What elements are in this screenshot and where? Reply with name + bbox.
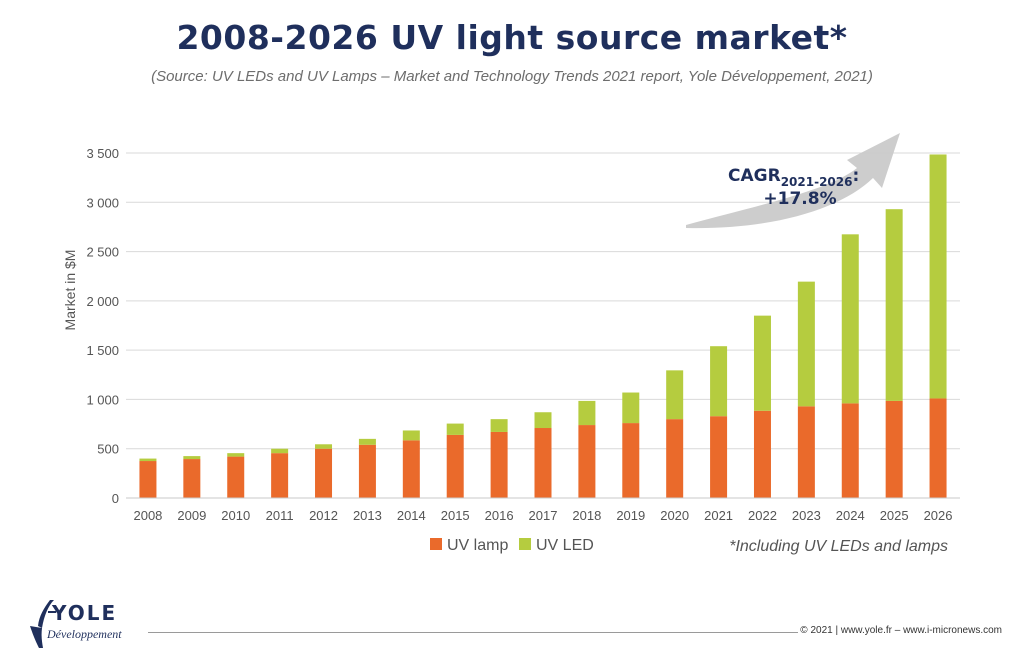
x-tick-label: 2016	[485, 508, 514, 523]
logo-subtitle: Développement	[47, 627, 122, 641]
bar-uv-led	[139, 458, 157, 462]
bar-uv-lamp	[271, 453, 289, 498]
x-tick-label: 2020	[660, 508, 689, 523]
footnote: *Including UV LEDs and lamps	[729, 538, 948, 555]
x-tick-label: 2018	[572, 508, 601, 523]
bar-uv-lamp	[402, 440, 420, 498]
chart-subtitle: (Source: UV LEDs and UV Lamps – Market a…	[151, 68, 873, 85]
bar-uv-lamp	[446, 434, 464, 498]
legend-swatch-uv-led	[519, 538, 531, 550]
x-tick-label: 2021	[704, 508, 733, 523]
bar-uv-lamp	[358, 444, 376, 498]
copyright-text: © 2021 | www.yole.fr – www.i-micronews.c…	[800, 625, 1002, 636]
bar-uv-lamp	[227, 456, 245, 498]
bar-uv-led	[315, 444, 333, 449]
bar-uv-lamp	[797, 406, 815, 498]
logo-wordmark: YOLE	[52, 601, 118, 625]
x-tick-label: 2010	[221, 508, 250, 523]
bar-uv-lamp	[315, 448, 333, 498]
x-tick-label: 2023	[792, 508, 821, 523]
bar-uv-lamp	[139, 461, 157, 498]
bar-uv-led	[402, 430, 420, 441]
bar-uv-lamp	[534, 428, 552, 498]
y-tick-label: 2 000	[86, 294, 119, 309]
legend: UV lamp UV LED	[430, 537, 594, 554]
bar-uv-lamp	[666, 419, 684, 498]
bar-uv-led	[929, 154, 947, 399]
x-tick-label: 2017	[529, 508, 558, 523]
x-tick-label: 2012	[309, 508, 338, 523]
bar-uv-led	[885, 209, 903, 401]
x-tick-label: 2011	[266, 508, 294, 523]
bar-uv-lamp	[578, 425, 596, 498]
y-axis-ticks: 0 500 1 000 1 500 2 000 2 500 3 000 3 500	[86, 146, 119, 506]
legend-swatch-uv-lamp	[430, 538, 442, 550]
bar-uv-lamp	[490, 431, 508, 498]
bar-uv-led	[358, 438, 376, 445]
footer-divider	[148, 632, 798, 633]
x-tick-label: 2025	[880, 508, 909, 523]
x-axis-ticks: 2008 2009 2010 2011 2012 2013 2014 2015 2016 2017…	[133, 508, 952, 523]
bar-uv-led	[490, 419, 508, 432]
bar-uv-led	[622, 392, 640, 424]
growth-arrow-icon	[686, 133, 900, 229]
bar-uv-led	[271, 448, 289, 454]
y-tick-label: 3 500	[86, 146, 119, 161]
y-tick-label: 0	[112, 491, 119, 506]
bar-uv-lamp	[622, 423, 640, 498]
bars	[139, 154, 947, 498]
bar-uv-led	[753, 315, 771, 411]
x-tick-label: 2022	[748, 508, 777, 523]
bar-uv-lamp	[753, 410, 771, 498]
bar-uv-led	[710, 346, 728, 417]
bar-uv-led	[227, 453, 245, 457]
x-tick-label: 2013	[353, 508, 382, 523]
bar-uv-lamp	[841, 403, 859, 498]
bar-uv-lamp	[885, 400, 903, 498]
cagr-value: +17.8%	[763, 189, 836, 209]
legend-label-uv-lamp: UV lamp	[447, 537, 508, 554]
x-tick-label: 2019	[616, 508, 645, 523]
x-tick-label: 2014	[397, 508, 426, 523]
bar-uv-led	[534, 412, 552, 429]
y-tick-label: 2 500	[86, 245, 119, 260]
y-tick-label: 1 500	[86, 343, 119, 358]
bar-uv-led	[578, 400, 596, 426]
y-tick-label: 1 000	[86, 392, 119, 407]
bar-uv-lamp	[929, 398, 947, 498]
x-tick-label: 2026	[924, 508, 953, 523]
bar-uv-led	[446, 423, 464, 435]
bar-uv-led	[666, 370, 684, 420]
bar-uv-led	[841, 234, 859, 404]
bar-uv-led	[183, 456, 201, 460]
y-tick-label: 3 000	[86, 195, 119, 210]
y-tick-label: 500	[97, 442, 119, 457]
yole-logo-icon	[30, 600, 56, 648]
x-tick-label: 2009	[177, 508, 206, 523]
uv-market-chart: 0 500 1 000 1 500 2 000 2 500 3 000 3 500 Marke…	[62, 133, 960, 555]
bar-uv-lamp	[710, 416, 728, 498]
x-tick-label: 2024	[836, 508, 865, 523]
legend-label-uv-led: UV LED	[536, 537, 594, 554]
chart-title: 2008-2026 UV light source market*	[176, 18, 848, 57]
bar-uv-lamp	[183, 459, 201, 498]
y-axis-label: Market in $M	[62, 250, 78, 331]
x-tick-label: 2015	[441, 508, 470, 523]
bar-uv-led	[797, 281, 815, 407]
cagr-label: CAGR2021-2026:	[728, 166, 859, 189]
x-tick-label: 2008	[133, 508, 162, 523]
